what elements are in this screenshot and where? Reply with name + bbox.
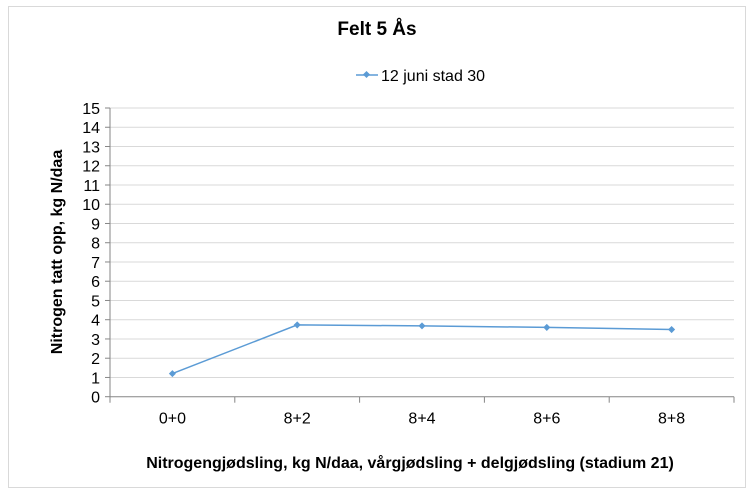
y-tick-label: 3 xyxy=(91,332,100,349)
x-tick-label: 8+4 xyxy=(408,411,435,428)
legend-marker xyxy=(362,70,371,79)
y-tick-label: 14 xyxy=(82,120,100,137)
y-tick-label: 1 xyxy=(91,370,100,387)
y-tick-label: 8 xyxy=(91,236,100,253)
data-point xyxy=(543,323,551,331)
chart-title: Felt 5 Ås xyxy=(337,19,416,40)
legend-label: 12 juni stad 30 xyxy=(381,68,485,85)
y-tick-label: 9 xyxy=(91,216,100,233)
data-point xyxy=(418,322,426,330)
y-tick-label: 0 xyxy=(91,390,100,407)
y-tick-label: 5 xyxy=(91,293,100,310)
x-axis-label: Nitrogengjødsling, kg N/daa, vårgjødslin… xyxy=(146,454,674,472)
y-tick-label: 7 xyxy=(91,255,100,272)
x-tick-label: 8+6 xyxy=(533,411,560,428)
x-tick-label: 8+8 xyxy=(658,411,685,428)
data-point xyxy=(668,325,676,334)
y-tick-label: 13 xyxy=(82,139,100,156)
legend: 12 juni stad 30 xyxy=(356,68,485,85)
series-line xyxy=(172,324,672,375)
x-tick-label: 0+0 xyxy=(159,411,186,428)
y-tick-label: 6 xyxy=(91,274,100,291)
y-tick-label: 11 xyxy=(83,178,100,195)
y-tick-label: 12 xyxy=(82,159,100,176)
data-point xyxy=(168,370,176,378)
chart-frame xyxy=(8,6,746,488)
y-tick-label: 15 xyxy=(82,101,100,118)
y-axis-label: Nitrogen tatt opp, kg N/daa xyxy=(49,150,66,355)
x-tick-label: 8+2 xyxy=(284,411,311,428)
y-tick-label: 4 xyxy=(91,313,100,330)
data-point xyxy=(293,321,301,329)
y-tick-label: 10 xyxy=(82,197,100,214)
y-tick-label: 2 xyxy=(91,351,100,368)
